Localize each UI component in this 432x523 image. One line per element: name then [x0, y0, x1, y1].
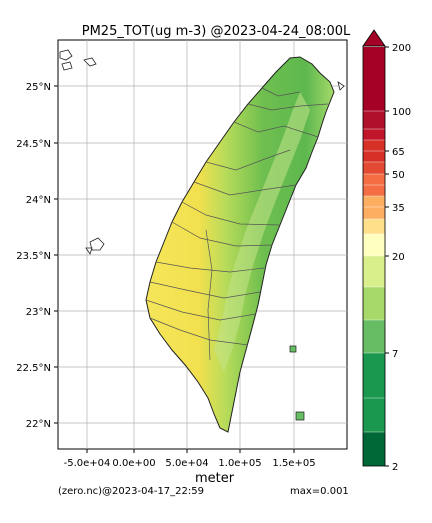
colorbar-segment: [363, 47, 385, 111]
y-tick-label: 22.5°N: [16, 363, 51, 374]
colorbar-label: 50: [392, 170, 405, 181]
colorbar-segment: [363, 162, 385, 174]
colorbar-segment: [363, 196, 385, 207]
colorbar: [363, 47, 385, 466]
colorbar-segment: [363, 320, 385, 353]
y-tick-label: 22°N: [26, 419, 51, 430]
y-tick-label: 25°N: [26, 82, 51, 93]
colorbar-segment: [363, 287, 385, 320]
map-title: PM25_TOT(ug m-3) @2023-04-24_08:00L: [81, 24, 351, 39]
colorbar-segment: [363, 398, 385, 432]
y-tick-label: 23.5°N: [16, 251, 51, 262]
mountain-range: [214, 92, 310, 372]
y-tick-label: 23°N: [26, 307, 51, 318]
colorbar-segment: [363, 432, 385, 466]
colorbar-label: 7: [392, 349, 398, 360]
axis-ticks: [54, 85, 295, 453]
colorbar-label: 2: [392, 462, 398, 473]
x-tick-label: 1.5e+05: [272, 458, 315, 469]
colorbar-label: 100: [392, 107, 411, 118]
colorbar-label: 200: [392, 43, 411, 54]
y-tick-label: 24°N: [26, 195, 51, 206]
x-tick-label: 1.0e+05: [218, 458, 261, 469]
green-islets: [289, 345, 305, 421]
colorbar-segment: [363, 151, 385, 162]
colorbar-extend-arrow: [362, 29, 386, 47]
x-tick-label: -5.0e+04: [64, 458, 111, 469]
source-footer: (zero.nc)@2023-04-17_22:59: [58, 486, 204, 497]
colorbar-segment: [363, 111, 385, 129]
x-axis-label: meter: [195, 471, 235, 486]
colorbar-segment: [363, 256, 385, 287]
colorbar-segment: [363, 174, 385, 185]
county-boundaries: [145, 87, 329, 361]
colorbar-segment: [363, 207, 385, 219]
colorbar-label: 20: [392, 252, 405, 263]
colorbar-segment: [363, 185, 385, 196]
colorbar-label: 65: [392, 147, 405, 158]
colorbar-segment: [363, 219, 385, 234]
colorbar-segment: [363, 353, 385, 398]
colorbar-label: 35: [392, 203, 405, 214]
y-tick-label: 24.5°N: [16, 139, 51, 150]
max-value-footer: max=0.001: [290, 486, 349, 497]
offshore-islands: [59, 49, 345, 255]
x-tick-label: 0.0e+00: [112, 458, 155, 469]
colorbar-segment: [363, 140, 385, 151]
colorbar-segment: [363, 234, 385, 256]
colorbar-ticks: [385, 46, 389, 467]
colorbar-segment: [363, 129, 385, 140]
x-tick-label: 5.0e+04: [165, 458, 208, 469]
